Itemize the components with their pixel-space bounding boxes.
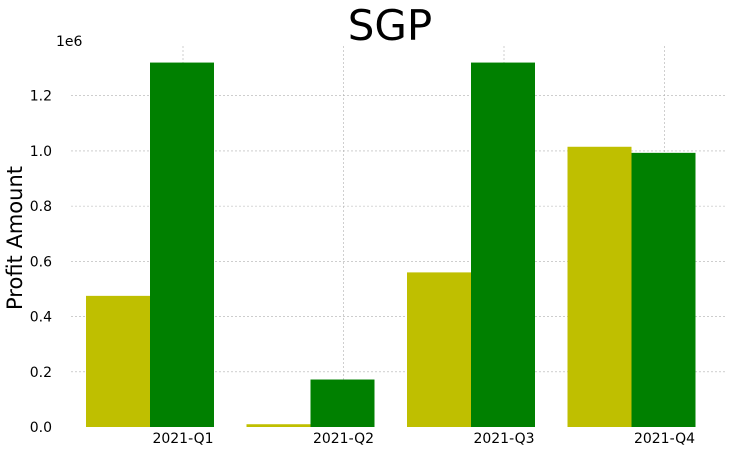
y-axis-label: Profit Amount	[3, 166, 27, 310]
bar	[86, 295, 150, 427]
x-ticks: 2021-Q1 2021-Q2 2021-Q3 2021-Q4	[152, 431, 695, 447]
y-tick-label: 0.4	[30, 310, 52, 326]
y-tick-label: 0.2	[30, 365, 52, 381]
y-tick-label: 1.2	[30, 89, 52, 105]
y-tick-label: 0.8	[30, 199, 52, 215]
x-tick-label: 2021-Q3	[473, 431, 534, 447]
y-axis-offset-label: 1e6	[56, 34, 83, 50]
bar	[407, 272, 471, 427]
x-tick-label: 2021-Q1	[152, 431, 213, 447]
y-tick-label: 1.0	[30, 144, 52, 160]
bar	[631, 152, 696, 428]
bar	[150, 62, 214, 427]
y-ticks: 0.0 0.2 0.4 0.6 0.8 1.0 1.2	[30, 89, 52, 436]
bar	[310, 379, 375, 427]
y-tick-label: 0.0	[30, 420, 52, 436]
bars	[86, 62, 696, 428]
y-tick-label: 0.6	[30, 254, 52, 270]
bar	[567, 146, 632, 428]
bar	[246, 424, 311, 427]
bar	[471, 62, 535, 427]
chart-title: SGP	[348, 1, 433, 50]
x-tick-label: 2021-Q2	[313, 431, 374, 447]
x-tick-label: 2021-Q4	[634, 431, 695, 447]
